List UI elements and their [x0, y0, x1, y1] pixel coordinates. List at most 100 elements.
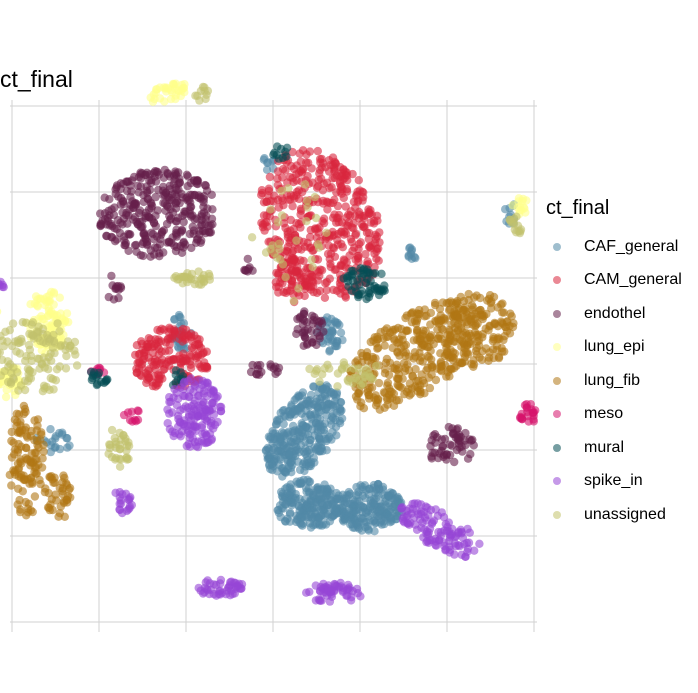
data-point: [186, 202, 196, 211]
data-point: [205, 272, 214, 281]
data-point: [455, 433, 464, 442]
data-point: [55, 293, 64, 302]
legend-dot: [553, 510, 561, 519]
data-point: [65, 483, 75, 493]
data-point: [364, 490, 373, 499]
data-point: [346, 520, 355, 529]
data-point: [45, 297, 54, 306]
data-point: [24, 499, 33, 508]
data-point: [427, 454, 436, 463]
data-point: [28, 331, 37, 340]
data-point: [315, 586, 325, 595]
data-point: [190, 380, 199, 389]
data-point: [420, 513, 430, 522]
data-point: [143, 188, 152, 197]
data-point: [149, 235, 159, 244]
data-point: [361, 508, 371, 517]
data-point: [326, 249, 336, 258]
data-point: [277, 193, 286, 202]
data-point: [126, 192, 135, 202]
data-point: [329, 500, 338, 509]
data-point: [342, 221, 351, 230]
data-point: [15, 495, 24, 505]
data-point: [184, 439, 193, 449]
data-point: [96, 209, 105, 218]
data-point: [111, 488, 120, 497]
data-point: [96, 219, 105, 228]
data-point: [374, 378, 384, 388]
data-point: [407, 254, 416, 263]
data-point: [289, 421, 298, 431]
data-point: [390, 336, 399, 345]
data-point: [285, 450, 294, 459]
data-point: [450, 457, 459, 467]
data-point: [48, 437, 57, 446]
data-point: [522, 403, 532, 413]
data-point: [307, 164, 316, 173]
data-point: [505, 329, 515, 338]
data-point: [7, 341, 17, 351]
data-point: [283, 242, 292, 252]
data-point: [28, 458, 38, 467]
data-point: [292, 394, 301, 403]
data-point: [515, 206, 524, 215]
data-point: [440, 434, 450, 444]
data-point: [149, 90, 158, 99]
data-point: [185, 210, 195, 219]
data-point: [197, 364, 207, 373]
data-point: [372, 361, 381, 371]
data-point: [176, 432, 185, 441]
data-point: [201, 181, 210, 190]
data-point: [443, 339, 452, 349]
data-point: [192, 214, 201, 223]
legend-item-lung-fib: lung_fib: [546, 364, 682, 398]
data-point: [46, 447, 55, 457]
data-point: [12, 421, 21, 431]
data-point: [49, 289, 59, 298]
data-point: [112, 181, 122, 190]
data-point: [154, 374, 163, 383]
data-point: [477, 355, 487, 364]
data-point: [203, 576, 212, 585]
data-point: [146, 339, 156, 349]
data-point: [299, 272, 309, 282]
data-point: [160, 97, 169, 106]
data-point: [313, 255, 323, 264]
data-point: [326, 198, 335, 208]
data-point: [447, 531, 456, 540]
data-point: [333, 382, 342, 391]
data-point: [305, 410, 314, 419]
data-point: [315, 377, 324, 386]
data-point: [301, 284, 310, 293]
data-point: [261, 248, 271, 257]
data-point: [194, 267, 203, 276]
data-point: [358, 379, 368, 388]
data-point: [437, 508, 446, 517]
data-point: [326, 387, 335, 397]
data-point: [136, 173, 146, 183]
legend-item-spike-in: spike_in: [546, 465, 682, 499]
data-point: [115, 499, 124, 508]
data-point: [370, 216, 379, 226]
data-point: [72, 361, 82, 370]
data-point: [165, 211, 174, 221]
data-point: [331, 580, 340, 589]
data-point: [62, 309, 72, 318]
data-point: [176, 241, 185, 251]
data-point: [18, 487, 27, 496]
data-point: [470, 546, 479, 555]
data-point: [202, 392, 212, 401]
data-point: [357, 513, 366, 523]
data-point: [107, 232, 116, 242]
data-point: [362, 364, 371, 374]
data-point: [171, 204, 181, 213]
data-point: [343, 176, 352, 185]
data-point: [311, 596, 321, 605]
data-point: [209, 386, 218, 395]
legend-dot: [553, 410, 561, 419]
data-point: [347, 237, 356, 247]
data-point: [307, 255, 316, 264]
data-point: [427, 436, 436, 445]
data-point: [163, 419, 172, 428]
legend-dot: [553, 242, 561, 251]
